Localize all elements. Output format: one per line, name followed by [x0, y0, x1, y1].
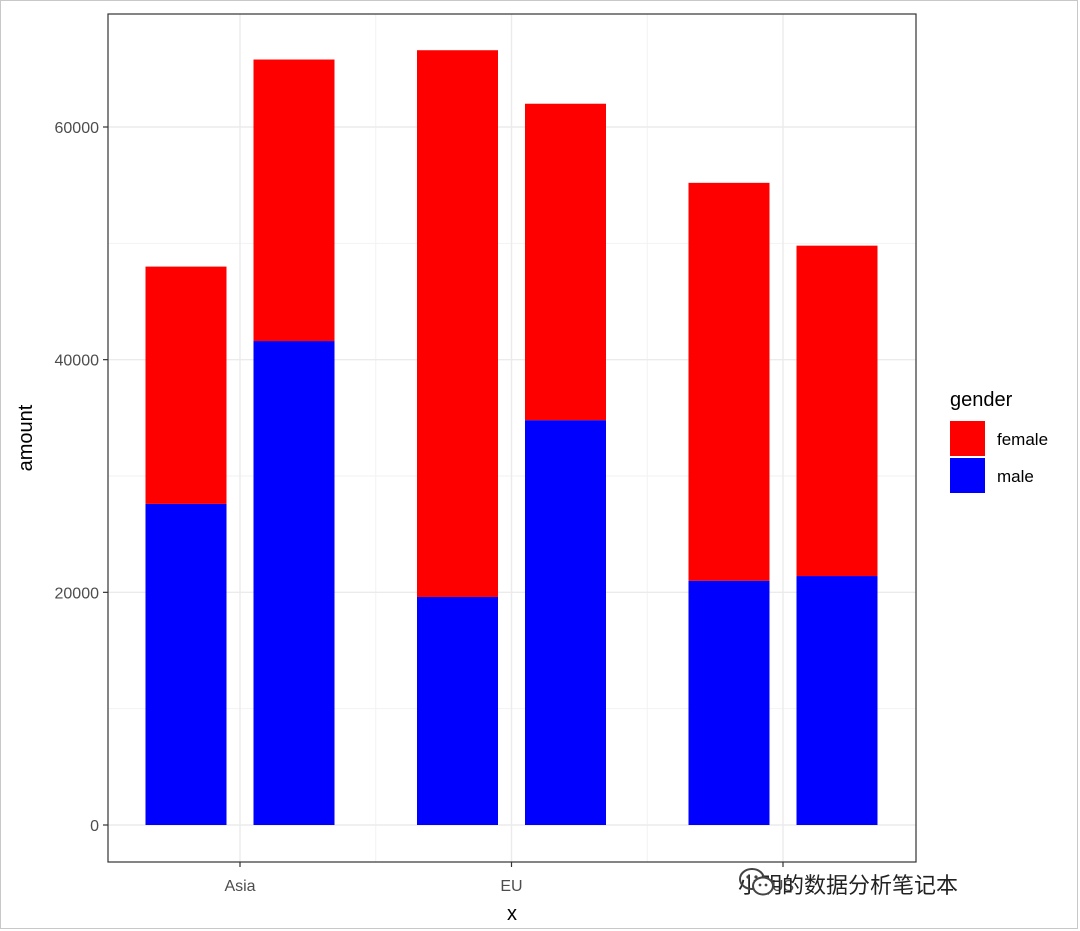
bar-female [796, 245, 878, 577]
y-tick-label: 60000 [55, 120, 100, 137]
bar-male [417, 596, 498, 825]
x-tick-label: EU [500, 878, 522, 895]
legend-key-male [950, 458, 985, 493]
bar-male [145, 503, 227, 825]
bar-male [796, 576, 878, 825]
y-axis-title: amount [15, 404, 37, 471]
major-gridlines [108, 14, 916, 862]
legend-label-male: male [997, 467, 1034, 486]
watermark-text: 小明的数据分析笔记本 [738, 874, 959, 899]
bar-female [525, 103, 606, 421]
bars-layer [145, 50, 878, 825]
legend-label-female: female [997, 430, 1048, 449]
y-tick-label: 0 [90, 818, 99, 835]
bar-male [525, 420, 606, 825]
y-tick-label: 20000 [55, 585, 100, 602]
bar-female [145, 266, 227, 504]
legend: gender female male [950, 389, 1048, 493]
bar-female [688, 182, 770, 581]
x-tick-label: Asia [224, 878, 255, 895]
bar-male [688, 580, 770, 825]
wechat-icon [739, 868, 774, 896]
bar-female [253, 59, 335, 342]
watermark: 小明的数据分析笔记本 [738, 866, 958, 902]
bar-female [417, 50, 498, 597]
y-tick-label: 40000 [55, 353, 100, 370]
bar-male [253, 341, 335, 825]
y-axis: 0 20000 40000 60000 [55, 120, 108, 835]
legend-title: gender [950, 389, 1013, 411]
legend-key-female [950, 421, 985, 456]
x-axis: Asia EU US [224, 862, 794, 895]
x-tick-label: US [772, 878, 794, 895]
x-axis-title: x [507, 903, 517, 925]
